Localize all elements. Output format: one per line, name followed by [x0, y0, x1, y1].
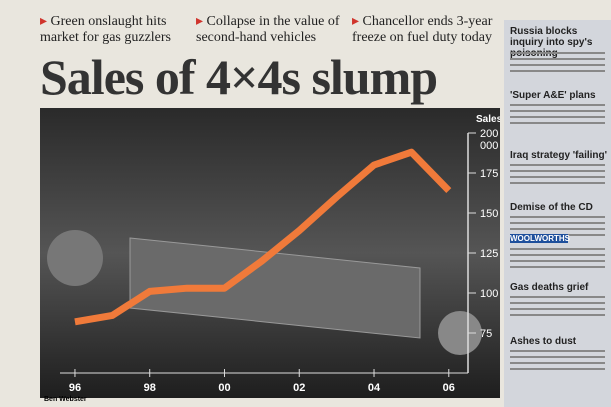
body-text	[510, 350, 605, 352]
sidebar: Russia blocks inquiry into spy's poisoni…	[504, 20, 611, 407]
body-text	[510, 314, 605, 316]
body-text	[510, 248, 605, 250]
body-text	[510, 52, 605, 54]
sidebar-heading: Iraq strategy 'failing'	[510, 150, 610, 161]
body-text	[510, 222, 605, 224]
sidebar-heading: Gas deaths grief	[510, 282, 610, 293]
body-text	[510, 228, 605, 230]
sidebar-heading: Russia blocks inquiry into spy's poisoni…	[510, 26, 610, 59]
sidebar-heading: Ashes to dust	[510, 336, 610, 347]
headline: Sales of 4×4s slump	[40, 48, 437, 106]
x-tick-label: 04	[368, 382, 381, 394]
sidebar-heading: 'Super A&E' plans	[510, 90, 610, 101]
body-text	[510, 170, 605, 172]
y-tick-label: 100	[480, 288, 498, 300]
byline: Ben Webster	[44, 396, 87, 403]
body-text	[510, 368, 605, 370]
y-tick-label: 150	[480, 208, 498, 220]
body-text	[510, 110, 605, 112]
x-tick-label: 02	[293, 382, 305, 394]
body-text	[510, 58, 605, 60]
body-text	[510, 362, 605, 364]
sidebar-heading: WOOLWORTHS	[510, 234, 568, 243]
page: Green onslaught hits market for gas guzz…	[0, 0, 611, 407]
y-tick-label: 175	[480, 168, 498, 180]
headlight	[47, 230, 103, 286]
y-axis-label: Sales	[476, 114, 500, 125]
body-text	[510, 70, 605, 72]
y-tick-label: 125	[480, 248, 498, 260]
x-tick-label: 96	[69, 382, 81, 394]
body-text	[510, 356, 605, 358]
teaser: Chancellor ends 3-year freeze on fuel du…	[352, 14, 502, 46]
body-text	[510, 176, 605, 178]
body-text	[510, 64, 605, 66]
body-text	[510, 254, 605, 256]
body-text	[510, 182, 605, 184]
x-tick-label: 98	[144, 382, 156, 394]
body-text	[510, 104, 605, 106]
body-text	[510, 122, 605, 124]
x-tick-label: 00	[218, 382, 230, 394]
body-text	[510, 302, 605, 304]
y-tick-label: 75	[480, 328, 492, 340]
body-text	[510, 116, 605, 118]
body-text	[510, 216, 605, 218]
teaser: Green onslaught hits market for gas guzz…	[40, 14, 190, 46]
sidebar-heading: Demise of the CD	[510, 202, 610, 213]
body-text	[510, 308, 605, 310]
body-text	[510, 164, 605, 166]
teaser: Collapse in the value of second-hand veh…	[196, 14, 346, 46]
body-text	[510, 296, 605, 298]
body-text	[510, 260, 605, 262]
x-tick-label: 06	[443, 382, 455, 394]
body-text	[510, 266, 605, 268]
